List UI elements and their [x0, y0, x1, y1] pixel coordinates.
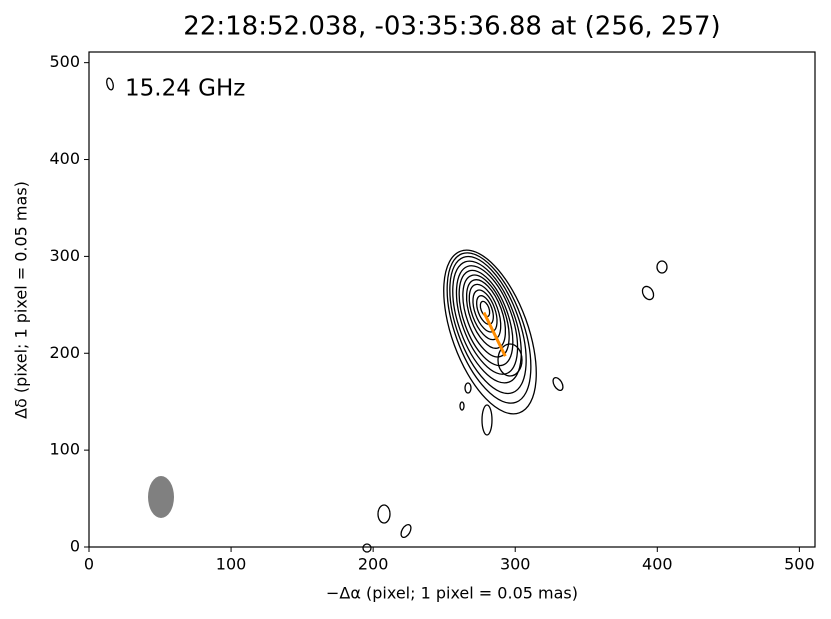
y-tick-label: 300	[49, 246, 80, 265]
y-tick-label: 200	[49, 343, 80, 362]
x-tick-label: 300	[500, 555, 531, 574]
y-tick-label: 100	[49, 440, 80, 459]
annotation: 15.24 GHz	[125, 76, 245, 102]
chart-title: 22:18:52.038, -03:35:36.88 at (256, 257)	[183, 12, 720, 42]
x-tick-label: 200	[358, 555, 389, 574]
y-tick-label: 500	[49, 52, 80, 71]
beam	[148, 476, 174, 518]
x-tick-label: 500	[784, 555, 815, 574]
plot-frame	[88, 51, 816, 548]
jet-line	[482, 311, 507, 357]
contours	[106, 77, 668, 553]
y-axis-label: Δδ (pixel; 1 pixel = 0.05 mas)	[12, 181, 31, 419]
x-axis-label: −Δα (pixel; 1 pixel = 0.05 mas)	[326, 584, 578, 603]
x-tick-label: 0	[84, 555, 94, 574]
y-tick-label: 400	[49, 149, 80, 168]
y-tick-label: 0	[70, 537, 80, 556]
x-tick-label: 400	[642, 555, 673, 574]
x-tick-label: 100	[216, 555, 247, 574]
